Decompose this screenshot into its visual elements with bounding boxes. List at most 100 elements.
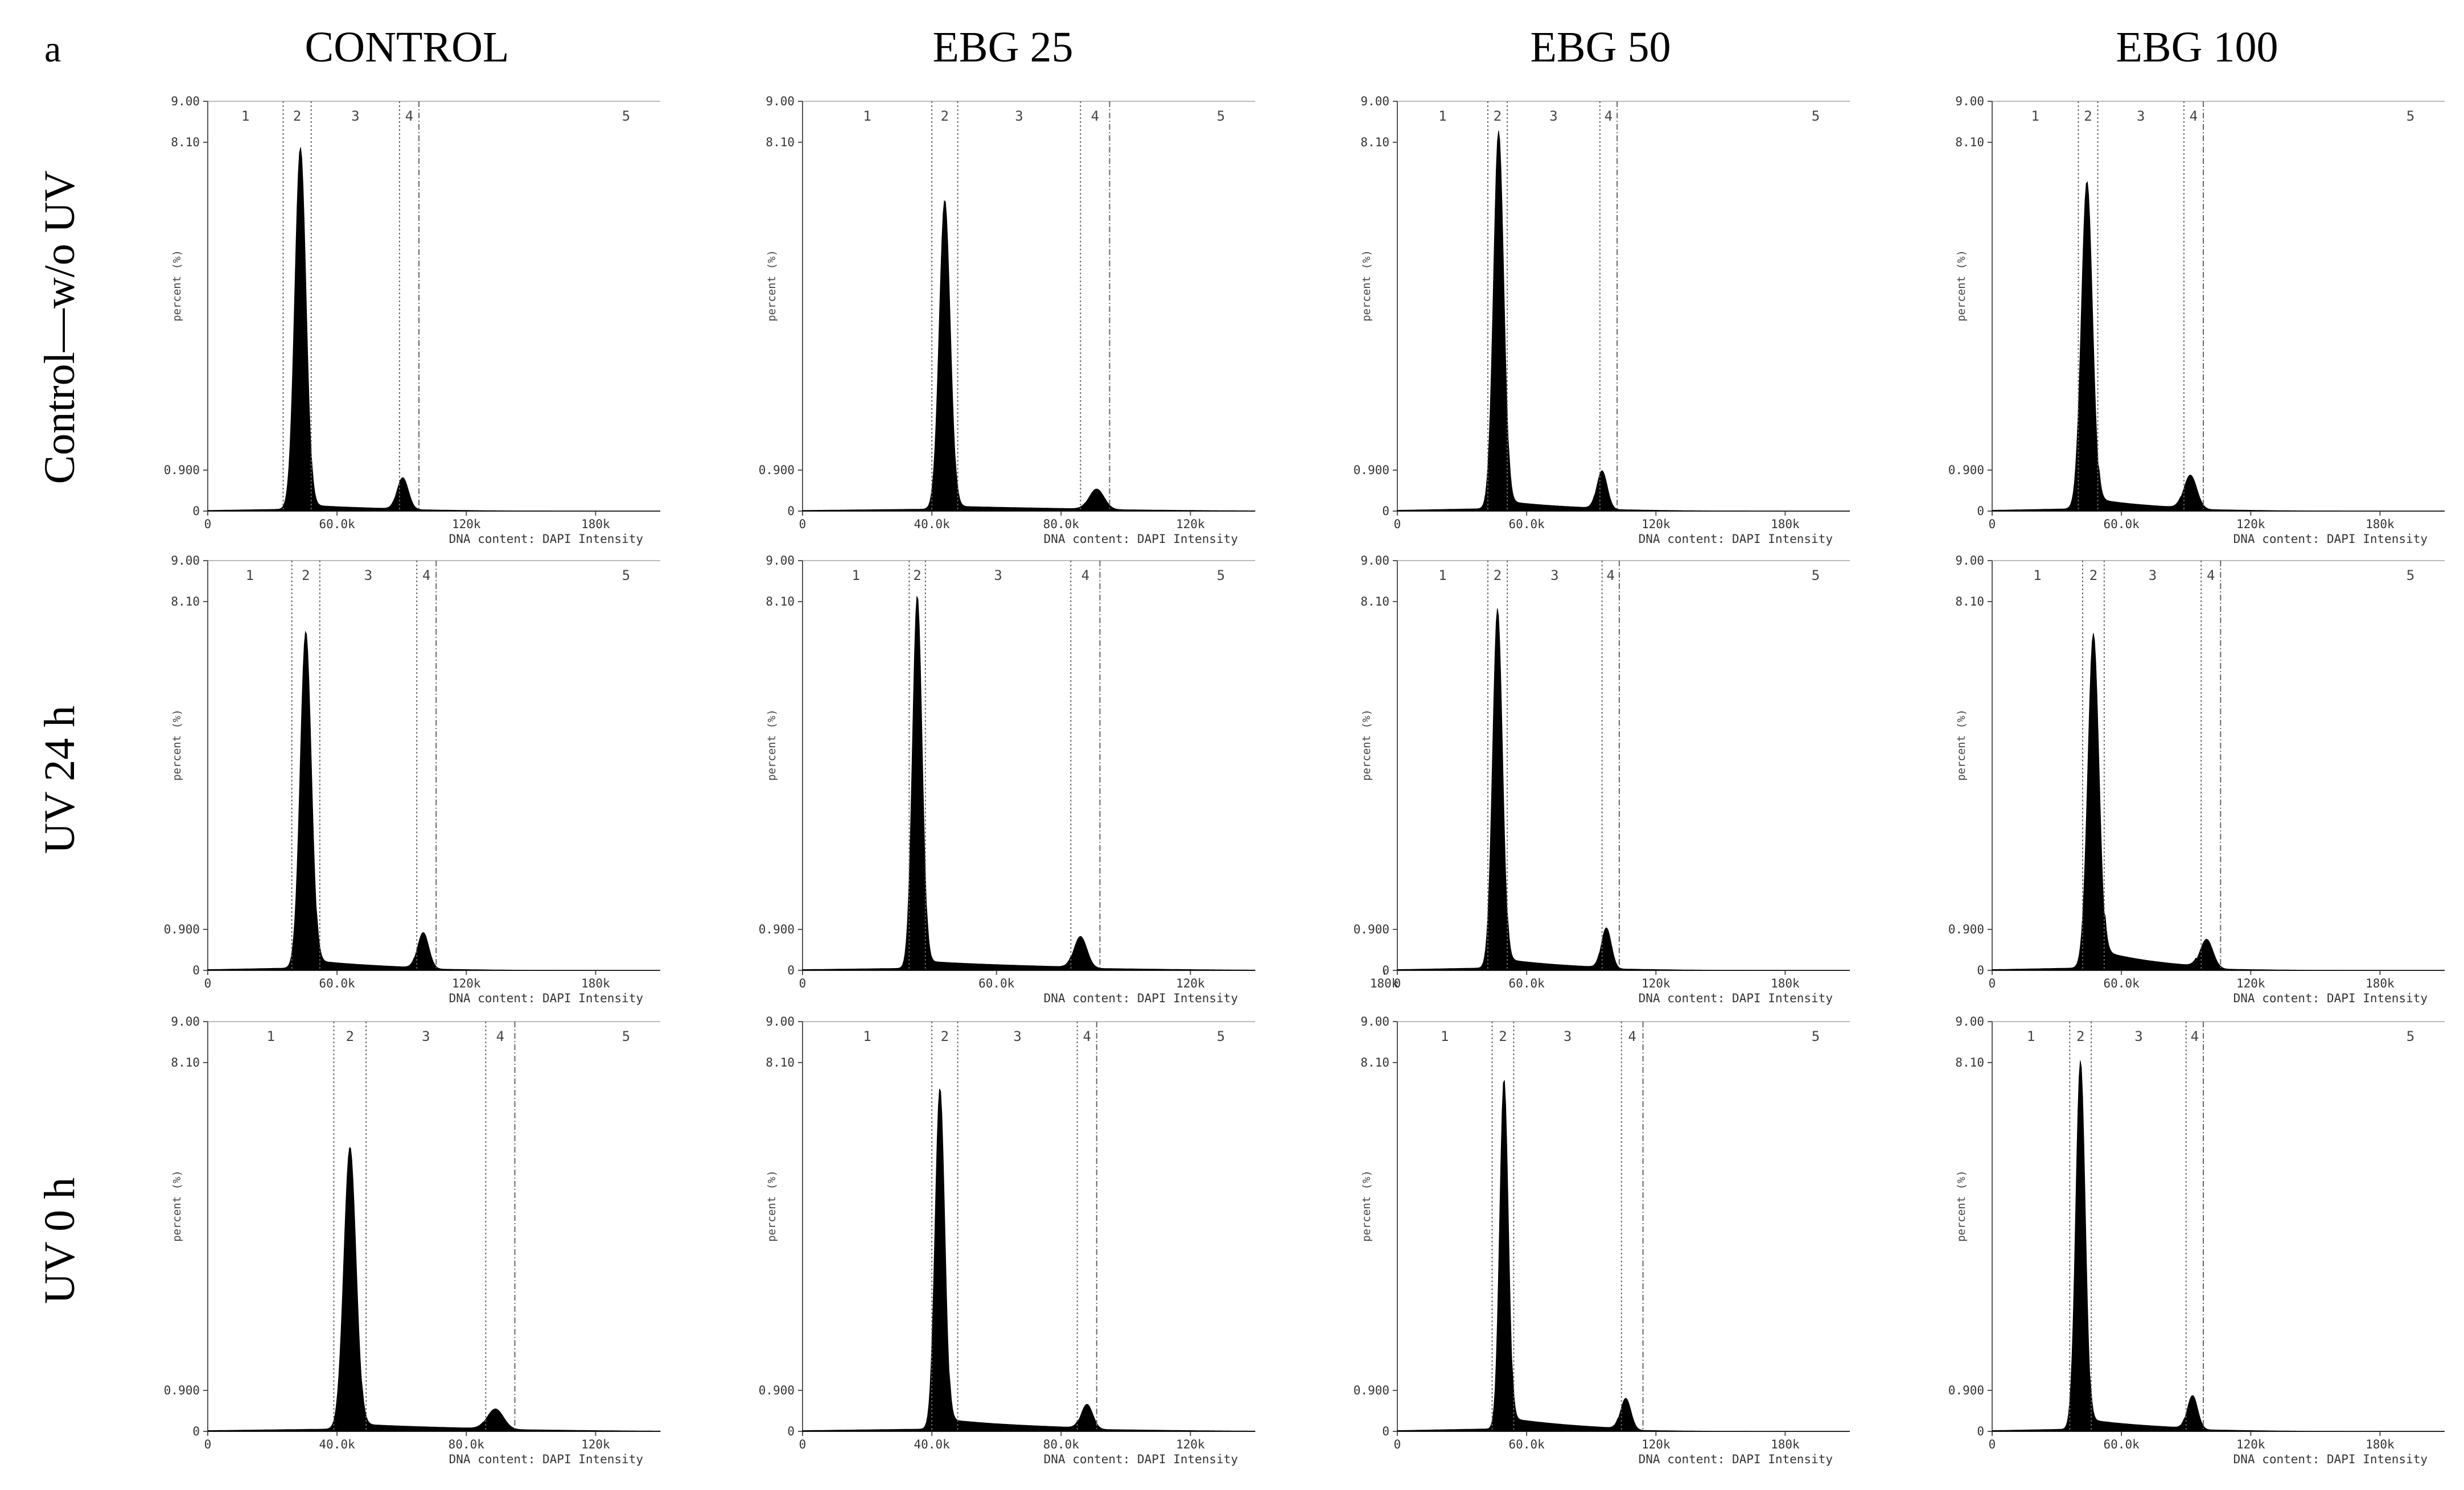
x-tick-label: 120k — [1642, 977, 1671, 990]
y-tick-label: 0 — [1977, 1425, 1984, 1438]
gate-region-label: 3 — [2149, 567, 2157, 583]
x-axis-label: DNA content: DAPI Intensity — [1639, 1452, 1833, 1466]
gate-region-label: 4 — [1081, 567, 1089, 583]
y-tick-label: 9.00 — [171, 554, 200, 567]
x-tick-label: 180k — [1370, 977, 1399, 990]
y-tick-label: 0.900 — [164, 463, 200, 477]
y-tick-label: 9.00 — [1955, 94, 1984, 108]
x-tick-label: 120k — [1176, 1438, 1205, 1451]
dna-histogram-area — [207, 147, 660, 512]
gate-region-label: 4 — [1605, 108, 1612, 124]
y-tick-label: 0 — [1382, 504, 1389, 518]
y-tick-label: 9.00 — [766, 1015, 795, 1028]
y-tick-label: 0.900 — [164, 1384, 200, 1397]
row-title-uv-0h: UV 0 h — [36, 1178, 84, 1304]
gate-region-label: 2 — [2089, 567, 2097, 583]
x-axis-label: DNA content: DAPI Intensity — [2233, 991, 2428, 1005]
y-tick-label: 8.10 — [171, 135, 200, 149]
x-tick-label: 0 — [1989, 977, 1996, 990]
y-tick-label: 8.10 — [766, 595, 795, 608]
x-tick-label: 0 — [1394, 977, 1401, 990]
y-tick-label: 8.10 — [1360, 135, 1389, 149]
gate-region-label: 1 — [1438, 108, 1446, 124]
column-title-ebg-50: EBG 50 — [1531, 23, 1671, 71]
gate-region-label: 1 — [2031, 108, 2039, 124]
gate-region-label: 4 — [2207, 567, 2215, 583]
x-axis-label: DNA content: DAPI Intensity — [2233, 1452, 2428, 1466]
y-tick-label: 0.900 — [1354, 463, 1389, 477]
gate-region-label: 4 — [1628, 1028, 1636, 1044]
gate-region-label: 1 — [241, 108, 249, 124]
y-axis-label: percent (%) — [766, 1170, 778, 1242]
y-tick-label: 0.900 — [1948, 1384, 1984, 1397]
x-tick-label: 40.0k — [914, 517, 951, 531]
y-tick-label: 8.10 — [1955, 1056, 1984, 1069]
x-tick-label: 60.0k — [319, 977, 356, 990]
gate-region-label: 5 — [622, 567, 630, 583]
x-axis-label: DNA content: DAPI Intensity — [2233, 532, 2428, 546]
y-tick-label: 0 — [1382, 1425, 1389, 1438]
y-tick-label: 8.10 — [1360, 1056, 1389, 1069]
y-tick-label: 8.10 — [766, 1056, 795, 1069]
y-tick-label: 8.10 — [1360, 595, 1389, 608]
gate-region-label: 1 — [852, 567, 859, 583]
x-tick-label: 60.0k — [978, 977, 1015, 990]
x-tick-label: 0 — [799, 1438, 807, 1451]
gate-region-label: 5 — [1217, 1028, 1225, 1044]
x-tick-label: 120k — [1642, 517, 1671, 531]
x-tick-label: 80.0k — [1043, 517, 1080, 531]
x-tick-label: 120k — [2236, 517, 2265, 531]
y-tick-label: 0 — [1382, 964, 1389, 977]
dna-histogram-area — [1397, 1080, 1850, 1432]
x-axis-label: DNA content: DAPI Intensity — [449, 1452, 643, 1466]
dna-histogram-area — [1992, 633, 2445, 971]
gate-region-label: 2 — [913, 567, 921, 583]
gate-region-label: 1 — [1438, 567, 1446, 583]
x-axis-label: DNA content: DAPI Intensity — [449, 991, 643, 1005]
y-axis-label: percent (%) — [766, 709, 778, 781]
x-tick-label: 180k — [2366, 517, 2395, 531]
y-tick-label: 8.10 — [766, 135, 795, 149]
y-axis-label: percent (%) — [1955, 250, 1968, 322]
x-tick-label: 0 — [204, 517, 212, 531]
x-axis-label: DNA content: DAPI Intensity — [1639, 991, 1833, 1005]
gate-region-label: 5 — [2407, 567, 2414, 583]
y-tick-label: 0 — [192, 964, 200, 977]
column-title-control: CONTROL — [305, 23, 509, 71]
x-tick-label: 120k — [2236, 1438, 2265, 1451]
x-axis-label: DNA content: DAPI Intensity — [1044, 1452, 1238, 1466]
gate-region-label: 5 — [2407, 108, 2414, 124]
gate-region-label: 5 — [622, 108, 630, 124]
gate-region-label: 4 — [496, 1028, 504, 1044]
x-tick-label: 80.0k — [449, 1438, 485, 1451]
y-tick-label: 0.900 — [759, 463, 795, 477]
x-tick-label: 0 — [1989, 1438, 1996, 1451]
gate-region-label: 5 — [1812, 108, 1820, 124]
gate-region-label: 5 — [2407, 1028, 2414, 1044]
x-tick-label: 120k — [1176, 517, 1205, 531]
gate-region-label: 4 — [1091, 108, 1099, 124]
gate-region-label: 4 — [1607, 567, 1615, 583]
column-title-ebg-25: EBG 25 — [933, 23, 1073, 71]
x-tick-label: 60.0k — [2104, 977, 2140, 990]
y-axis-label: percent (%) — [171, 1170, 183, 1242]
x-tick-label: 0 — [799, 977, 807, 990]
gate-region-label: 5 — [1217, 567, 1225, 583]
gate-region-label: 3 — [351, 108, 359, 124]
panel-label: a — [44, 28, 61, 70]
y-tick-label: 0.900 — [1948, 923, 1984, 936]
y-tick-label: 9.00 — [1360, 1015, 1389, 1028]
y-axis-label: percent (%) — [171, 709, 183, 781]
x-tick-label: 180k — [2366, 977, 2395, 990]
y-tick-label: 8.10 — [171, 595, 200, 608]
x-tick-label: 60.0k — [319, 517, 356, 531]
y-tick-label: 0.900 — [759, 923, 795, 936]
y-axis-label: percent (%) — [171, 250, 183, 322]
